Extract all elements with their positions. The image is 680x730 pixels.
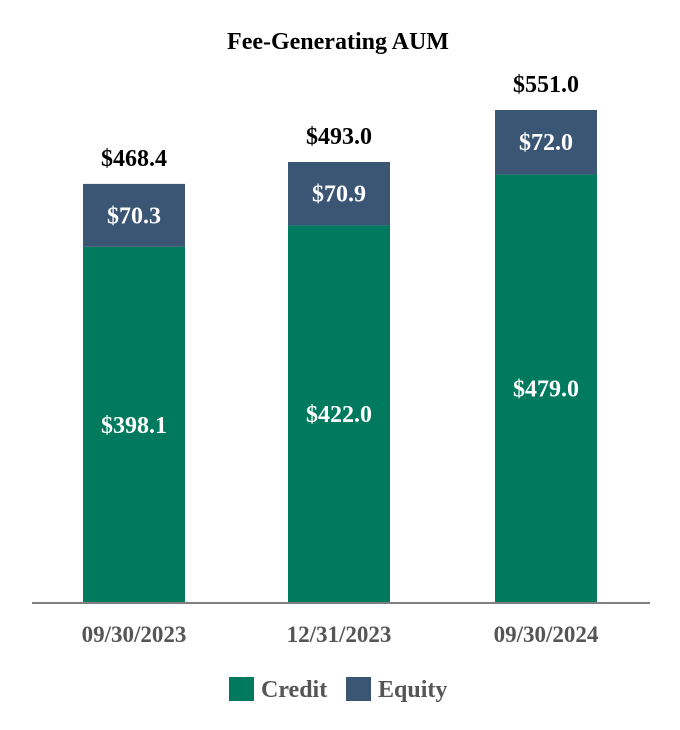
legend: Credit Equity (229, 677, 447, 703)
data-label-credit-1: $398.1 (101, 413, 167, 439)
legend-label-equity: Equity (378, 677, 447, 703)
data-label-credit-3: $479.0 (513, 377, 579, 403)
x-axis-ticks: 09/30/2023 12/31/2023 09/30/2024 (82, 622, 599, 647)
bar-equity-3 (495, 110, 597, 175)
legend-swatch-equity (346, 677, 371, 701)
data-label-credit-2: $422.0 (306, 402, 372, 428)
bar-equity-1 (83, 183, 185, 247)
x-tick-label-2: 12/31/2023 (287, 622, 392, 647)
bar-credit-1 (83, 246, 185, 603)
legend-label-credit: Credit (261, 677, 327, 703)
total-label-3: $551.0 (513, 72, 579, 98)
chart-title: Fee-Generating AUM (227, 29, 449, 55)
bars-layer: $398.1 $70.3 $468.4 $422.0 $70.9 $493.0 $479.0… (83, 72, 597, 603)
bar-credit-3 (495, 174, 597, 603)
total-label-1: $468.4 (101, 146, 167, 172)
total-label-2: $493.0 (306, 124, 372, 150)
bar-credit-2 (288, 225, 390, 603)
data-label-equity-3: $72.0 (519, 130, 573, 156)
x-tick-label-1: 09/30/2023 (82, 622, 187, 647)
data-label-equity-2: $70.9 (312, 182, 366, 208)
bar-equity-2 (288, 161, 390, 226)
data-label-equity-1: $70.3 (107, 203, 161, 229)
legend-swatch-credit (229, 677, 254, 701)
x-tick-label-3: 09/30/2024 (494, 622, 599, 647)
